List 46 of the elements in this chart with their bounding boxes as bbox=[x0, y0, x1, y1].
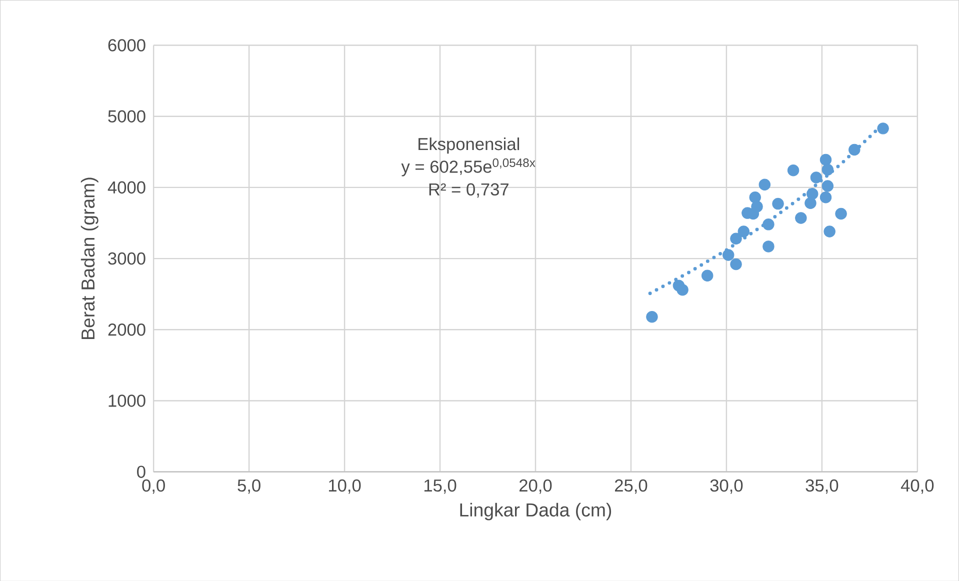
y-tick-label: 4000 bbox=[108, 181, 146, 194]
x-tick-label: 35,0 bbox=[806, 479, 838, 494]
point bbox=[762, 240, 774, 252]
point bbox=[835, 208, 847, 220]
y-tick-label: 1000 bbox=[108, 394, 146, 407]
point bbox=[730, 232, 742, 244]
x-axis-title: Lingkar Dada (cm) bbox=[460, 502, 612, 520]
point bbox=[820, 154, 832, 166]
point bbox=[822, 180, 834, 192]
point bbox=[730, 258, 742, 270]
point bbox=[762, 218, 774, 230]
y-tick-label: 0 bbox=[137, 465, 146, 478]
y-tick-label: 6000 bbox=[108, 38, 146, 52]
point bbox=[751, 200, 763, 212]
point bbox=[877, 122, 889, 134]
point bbox=[772, 198, 784, 210]
point bbox=[701, 270, 714, 282]
x-tick-label: 10,0 bbox=[328, 479, 361, 494]
point bbox=[806, 188, 818, 200]
point bbox=[787, 164, 800, 176]
annotation: R² = 0,737 bbox=[429, 183, 508, 198]
point bbox=[824, 225, 836, 238]
point bbox=[810, 171, 822, 184]
annotation: y = 602,55e$^{0,0548x}$ bbox=[401, 158, 536, 176]
x-tick-label: 25,0 bbox=[614, 479, 648, 494]
point bbox=[738, 225, 750, 238]
point bbox=[722, 248, 734, 261]
x-tick-label: 5,0 bbox=[238, 479, 260, 494]
annotation: Eksponensial bbox=[418, 137, 520, 154]
point bbox=[749, 191, 761, 204]
point bbox=[848, 144, 860, 156]
x-tick-label: 30,0 bbox=[710, 479, 743, 494]
y-tick-label: 3000 bbox=[108, 252, 146, 264]
point bbox=[758, 178, 771, 190]
point bbox=[820, 191, 832, 204]
point bbox=[822, 164, 834, 176]
x-tick-label: 20,0 bbox=[520, 479, 552, 494]
point bbox=[646, 310, 658, 323]
y-tick-label: 5000 bbox=[108, 110, 146, 122]
point bbox=[795, 212, 807, 224]
x-tick-label: 0,0 bbox=[142, 479, 165, 494]
point bbox=[676, 284, 688, 296]
y-axis-title: Berat Badan (gram) bbox=[80, 178, 98, 339]
x-tick-label: 40,0 bbox=[900, 479, 934, 494]
x-tick-label: 15,0 bbox=[424, 479, 456, 494]
y-tick-label: 2000 bbox=[108, 323, 146, 336]
